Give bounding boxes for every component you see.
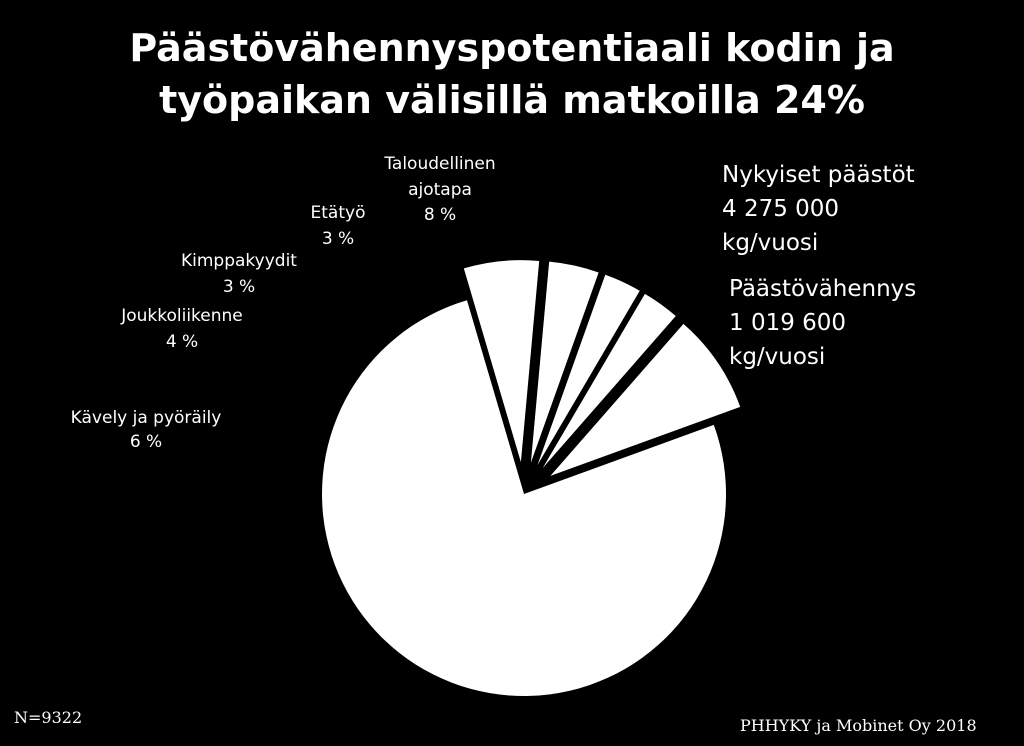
source-credit: PHHYKY ja Mobinet Oy 2018 xyxy=(740,716,977,735)
reduction-label: Päästövähennys xyxy=(729,276,917,302)
pie-slice-kimppakyydit xyxy=(537,274,640,465)
slice-value-label: 6 % xyxy=(130,432,162,452)
pie-slice-joukkoliikenne xyxy=(530,261,599,463)
slice-name-label: Kävely ja pyöräily xyxy=(71,408,222,428)
slice-label-group: Etätyö 3 % xyxy=(311,203,366,249)
slice-name-label: ajotapa xyxy=(408,180,472,200)
pie-slice-kävely-ja-pyöräily xyxy=(463,260,540,463)
pie-slice-taloudellinen-ajotapa xyxy=(550,323,741,476)
title-line-1: Päästövähennyspotentiaali kodin ja xyxy=(129,26,895,70)
slice-name-label: Kimppakyydit xyxy=(181,251,297,271)
reduction-block: Päästövähennys 1 019 600 kg/vuosi xyxy=(729,272,916,374)
chart-title: Päästövähennyspotentiaali kodin ja työpa… xyxy=(0,22,1024,126)
sample-size: N=9322 xyxy=(14,708,83,727)
reduction-unit: kg/vuosi xyxy=(729,344,826,370)
current-emissions-label: Nykyiset päästöt xyxy=(722,162,915,188)
slice-name-label: Taloudellinen xyxy=(383,154,495,174)
current-emissions-block: Nykyiset päästöt 4 275 000 kg/vuosi xyxy=(722,158,915,260)
slice-value-label: 3 % xyxy=(322,229,354,249)
slice-value-label: 3 % xyxy=(223,277,255,297)
slice-label-group: Kimppakyydit 3 % xyxy=(181,251,297,297)
pie-slice-remaining xyxy=(322,300,726,696)
reduction-value: 1 019 600 xyxy=(729,310,847,336)
slice-name-label: Etätyö xyxy=(311,203,366,223)
pie-slice-etätyö xyxy=(542,293,676,469)
slice-label-group: Taloudellinen ajotapa 8 % xyxy=(383,154,495,225)
title-line-2: työpaikan välisillä matkoilla 24% xyxy=(159,78,865,122)
slice-label-group: Kävely ja pyöräily 6 % xyxy=(71,408,222,452)
slice-value-label: 4 % xyxy=(166,332,198,352)
current-emissions-value: 4 275 000 xyxy=(722,196,840,222)
slice-label-group: Joukkoliikenne 4 % xyxy=(120,306,243,352)
slice-name-label: Joukkoliikenne xyxy=(120,306,243,326)
slice-value-label: 8 % xyxy=(424,205,456,225)
current-emissions-unit: kg/vuosi xyxy=(722,230,819,256)
